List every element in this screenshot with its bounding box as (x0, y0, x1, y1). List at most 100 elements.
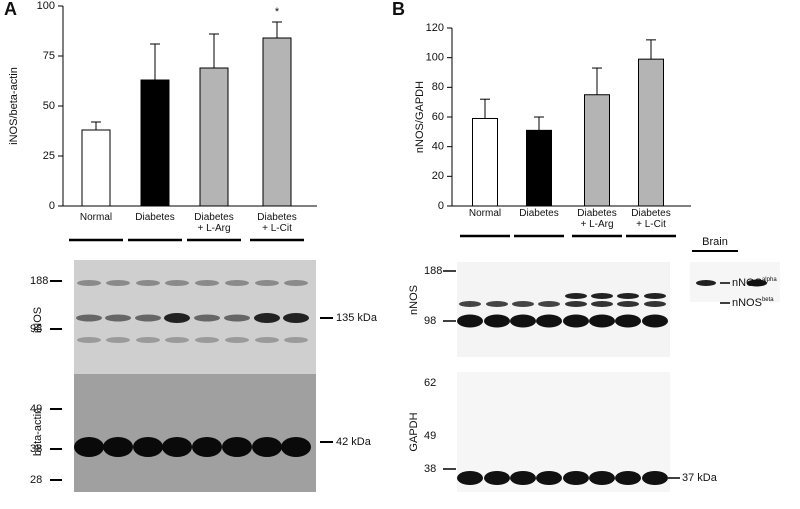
bar (638, 58, 664, 207)
bar (526, 129, 552, 207)
band (486, 301, 508, 307)
band (484, 471, 510, 485)
band (195, 337, 219, 343)
band (255, 280, 279, 286)
band (165, 337, 189, 343)
band (77, 337, 101, 343)
marker: 98 (424, 315, 436, 327)
band (510, 314, 536, 328)
band (563, 471, 589, 485)
y-axis-label: nNOS/GAPDH (414, 81, 426, 153)
marker: 188 (424, 265, 442, 277)
band (589, 314, 615, 328)
band-sup: alpha (762, 277, 777, 283)
marker: 49 (30, 403, 42, 415)
marker: 98 (30, 323, 42, 335)
band (459, 301, 481, 307)
band (642, 314, 668, 328)
blot-label: GAPDH (408, 412, 420, 451)
y-tick-label: 0 (438, 200, 444, 212)
y-tick-label: 25 (43, 150, 55, 162)
marker: 188 (30, 275, 48, 287)
band (164, 313, 190, 323)
band (536, 471, 562, 485)
band (563, 314, 589, 328)
band (133, 437, 163, 457)
band (224, 314, 250, 322)
size-label: 42 kDa (336, 436, 372, 448)
band-name: nNOS (732, 277, 762, 289)
bar (262, 37, 292, 207)
blot-label: nNOS (408, 285, 420, 315)
x-tick-label: Diabetes + L-Cit (257, 212, 297, 234)
band (617, 301, 639, 307)
band (565, 301, 587, 307)
band (254, 313, 280, 323)
band (162, 437, 192, 457)
y-tick-label: 100 (426, 52, 444, 64)
band (284, 337, 308, 343)
band (644, 301, 666, 307)
marker: 38 (30, 443, 42, 455)
blot-label: beta-actin (32, 408, 44, 456)
blot-label: iNOS (32, 307, 44, 333)
band (136, 280, 160, 286)
band (103, 437, 133, 457)
band (457, 314, 483, 328)
y-axis-label: iNOS/beta-actin (8, 67, 20, 145)
x-tick-label: Diabetes (135, 212, 175, 223)
actin-blot (74, 374, 316, 492)
band (589, 471, 615, 485)
band (255, 337, 279, 343)
band (195, 280, 219, 286)
bar (81, 129, 111, 207)
y-tick-label: 40 (432, 141, 444, 153)
bands (74, 279, 767, 485)
band (591, 293, 613, 299)
band (225, 337, 249, 343)
panel-label: A (4, 0, 17, 19)
y-tick-label: 50 (43, 100, 55, 112)
band (252, 437, 282, 457)
band (165, 280, 189, 286)
band (106, 280, 130, 286)
band (76, 314, 102, 322)
x-tick-label: Normal (468, 208, 502, 219)
band-name: nNOS (732, 297, 762, 309)
x-tick-label: Diabetes (519, 208, 559, 219)
band (565, 293, 587, 299)
marker: 49 (424, 430, 436, 442)
band (106, 337, 130, 343)
band (538, 301, 560, 307)
bar (140, 79, 170, 207)
band (222, 437, 252, 457)
y-tick-label: 100 (37, 0, 55, 12)
band (136, 337, 160, 343)
band (510, 471, 536, 485)
y-tick-label: 60 (432, 111, 444, 123)
band (194, 314, 220, 322)
band (192, 437, 222, 457)
band-label: nNOSbeta (732, 297, 774, 309)
band (591, 301, 613, 307)
band (77, 280, 101, 286)
bar (584, 94, 610, 207)
band (642, 471, 668, 485)
band (283, 313, 309, 323)
band (225, 280, 249, 286)
x-tick-label: Diabetes + L-Arg (194, 212, 234, 234)
band (105, 314, 131, 322)
x-tick-label: Diabetes + L-Cit (631, 208, 671, 230)
bar (199, 67, 229, 207)
marker: 62 (424, 377, 436, 389)
marker: 38 (424, 463, 436, 475)
band (135, 314, 161, 322)
band (536, 314, 562, 328)
band (615, 471, 641, 485)
nnos-blot (457, 262, 670, 357)
band (284, 280, 308, 286)
band (484, 314, 510, 328)
band-label: nNOSalpha (732, 277, 777, 289)
